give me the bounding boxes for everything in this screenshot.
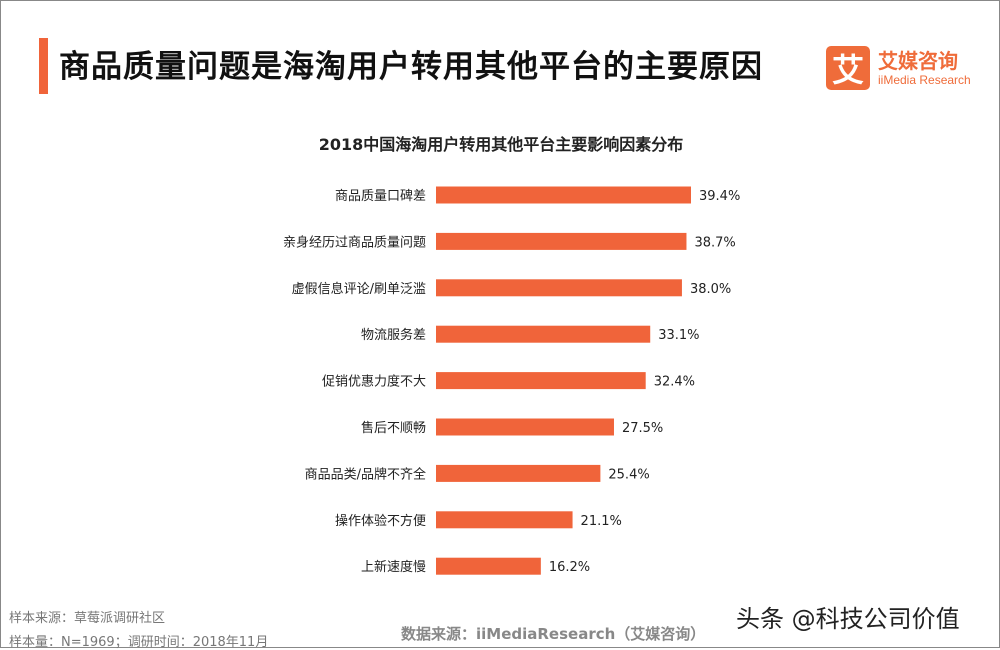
- category-label: 促销优惠力度不大: [322, 374, 426, 390]
- bar: [436, 325, 651, 343]
- data-label: 39.4%: [699, 189, 740, 204]
- bar: [436, 279, 682, 297]
- bar: [436, 372, 646, 390]
- logo-name-en: iiMedia Research: [878, 73, 971, 87]
- bar: [436, 511, 573, 529]
- category-label: 操作体验不方便: [335, 513, 426, 529]
- data-label: 32.4%: [654, 375, 695, 390]
- data-label: 16.2%: [549, 560, 590, 575]
- data-label: 38.7%: [694, 235, 735, 250]
- bar: [436, 464, 601, 482]
- category-label: 上新速度慢: [361, 559, 426, 575]
- page-title: 商品质量问题是海淘用户转用其他平台的主要原因: [59, 49, 763, 85]
- data-source: 数据来源：iiMediaResearch（艾媒咨询）: [401, 625, 706, 643]
- category-label: 亲身经历过商品质量问题: [283, 234, 426, 250]
- watermark: 头条 @科技公司价值: [736, 605, 960, 633]
- category-label: 售后不顺畅: [361, 420, 426, 436]
- data-label: 25.4%: [608, 467, 649, 482]
- bar: [436, 418, 614, 436]
- category-label: 物流服务差: [361, 327, 426, 343]
- title-accent-bar: [39, 38, 48, 94]
- data-label: 27.5%: [622, 421, 663, 436]
- logo: 艾 艾媒咨询 iiMedia Research: [826, 46, 971, 90]
- sample-size: 样本量：N=1969；调研时间：2018年11月: [9, 635, 269, 650]
- data-label: 33.1%: [658, 328, 699, 343]
- category-label: 商品质量口碑差: [335, 188, 426, 204]
- bar: [436, 232, 687, 250]
- category-label: 商品品类/品牌不齐全: [305, 466, 426, 482]
- chart-title: 2018中国海淘用户转用其他平台主要影响因素分布: [318, 135, 684, 154]
- category-label: 虚假信息评论/刷单泛滥: [292, 281, 426, 297]
- sample-source: 样本来源：草莓派调研社区: [9, 611, 166, 626]
- logo-mark: 艾: [826, 46, 870, 90]
- data-label: 38.0%: [690, 282, 731, 297]
- bar: [436, 557, 541, 575]
- bar: [436, 186, 691, 204]
- data-label: 21.1%: [581, 514, 622, 529]
- logo-name-cn: 艾媒咨询: [878, 49, 958, 73]
